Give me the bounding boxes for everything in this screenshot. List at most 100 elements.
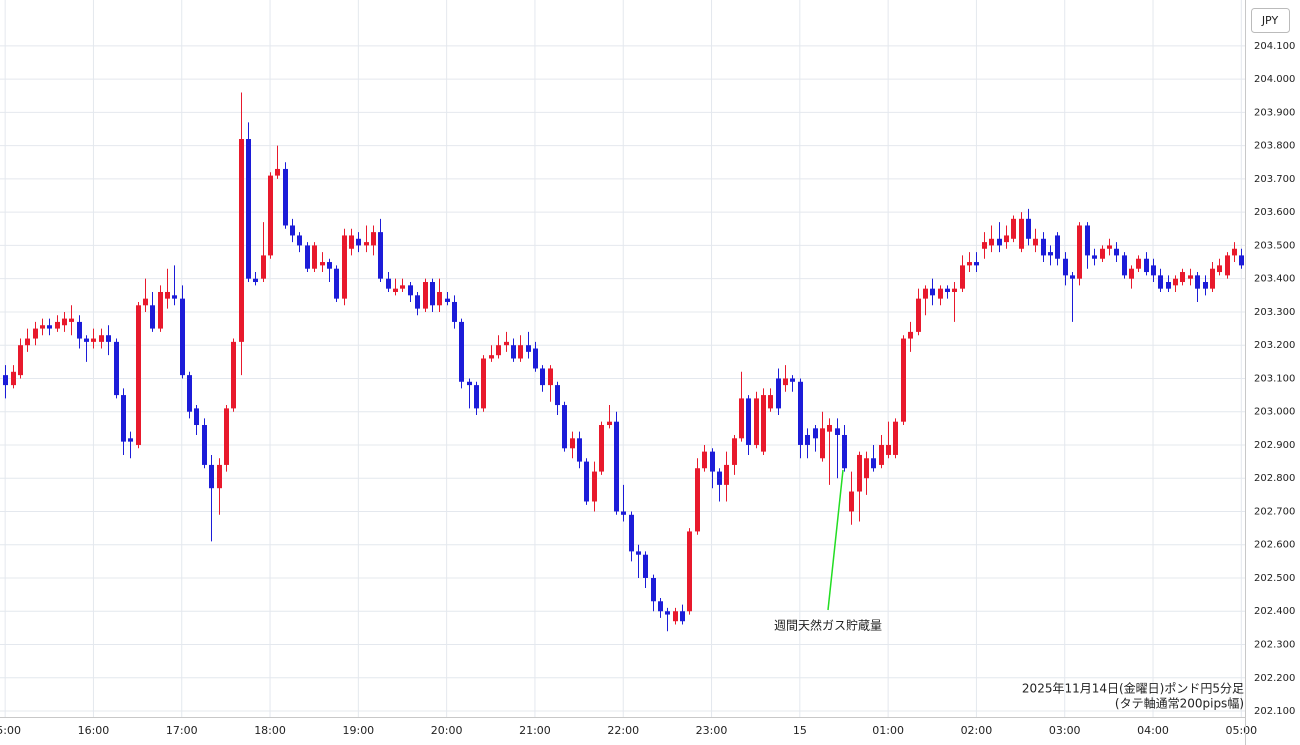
x-tick-label: 21:00	[519, 724, 551, 737]
candle-body	[732, 438, 737, 465]
candle-body	[1239, 255, 1244, 266]
candle-body	[967, 262, 972, 266]
x-tick-label: 23:00	[696, 724, 728, 737]
candle-body	[474, 385, 479, 409]
candle-body	[930, 288, 935, 296]
candle-body	[607, 421, 612, 426]
candle-body	[577, 438, 582, 462]
candle-body	[798, 381, 803, 445]
x-tick-label: 15	[793, 724, 807, 737]
candle-body	[150, 305, 155, 329]
candle-body	[768, 395, 773, 409]
candle-body	[55, 321, 60, 329]
x-tick-label: 03:00	[1049, 724, 1081, 737]
candle-body	[47, 325, 52, 329]
candle-body	[761, 395, 766, 452]
candle-body	[754, 398, 759, 445]
candle-body	[1114, 248, 1119, 256]
candle-body	[945, 288, 950, 292]
candle-body	[783, 378, 788, 386]
candle-body	[1048, 252, 1053, 256]
candle-body	[445, 298, 450, 302]
currency-label: JPY	[1261, 14, 1279, 27]
candle-body	[974, 262, 979, 266]
candle-body	[997, 238, 1002, 246]
candle-body	[687, 531, 692, 612]
x-tick-label: 18:00	[254, 724, 286, 737]
candle-body	[77, 321, 82, 339]
candle-body	[849, 491, 854, 512]
y-tick-label: 203.000	[1254, 407, 1295, 418]
candle-body	[481, 358, 486, 409]
candle-body	[11, 371, 16, 386]
candle-body	[297, 235, 302, 246]
x-tick-label: 20:00	[431, 724, 463, 737]
y-tick-label: 204.100	[1254, 41, 1295, 52]
annotation-line	[827, 469, 844, 611]
y-tick-label: 202.800	[1254, 473, 1295, 484]
candle-body	[562, 405, 567, 449]
y-tick-label: 203.400	[1254, 274, 1295, 285]
y-tick-label: 202.200	[1254, 673, 1295, 684]
candles	[3, 92, 1244, 632]
y-tick-label: 203.600	[1254, 207, 1295, 218]
candle-body	[180, 298, 185, 376]
candle-body	[592, 471, 597, 502]
candle-body	[1210, 268, 1215, 289]
candle-body	[886, 444, 891, 455]
candle-body	[901, 338, 906, 422]
y-tick-label: 203.300	[1254, 307, 1295, 318]
candle-body	[989, 238, 994, 246]
candle-body	[128, 438, 133, 442]
candle-body	[69, 318, 74, 322]
candle-body	[430, 282, 435, 306]
y-tick-label: 202.300	[1254, 640, 1295, 651]
candle-body	[518, 345, 523, 359]
candle-body	[665, 611, 670, 615]
candle-body	[1055, 235, 1060, 259]
candle-body	[25, 338, 30, 346]
candle-body	[636, 551, 641, 555]
candle-body	[651, 577, 656, 602]
candle-body	[952, 288, 957, 292]
candle-body	[1129, 268, 1134, 279]
candle-body	[40, 325, 45, 329]
annotation: 週間天然ガス貯蔵量	[774, 618, 882, 633]
candle-body	[827, 425, 832, 432]
candle-body	[1173, 278, 1178, 286]
candle-body	[253, 278, 258, 283]
y-tick-label: 203.800	[1254, 141, 1295, 152]
x-tick-label: 04:00	[1137, 724, 1169, 737]
candle-body	[99, 335, 104, 342]
candle-body	[1033, 238, 1038, 246]
candle-body	[835, 428, 840, 435]
candle-body	[908, 331, 913, 339]
candle-body	[261, 255, 266, 279]
candle-body	[1232, 248, 1237, 256]
x-tick-label: 16:00	[78, 724, 110, 737]
candle-body	[187, 375, 192, 412]
candle-body	[1026, 218, 1031, 239]
candle-body	[400, 285, 405, 289]
x-tick-label: 19:00	[342, 724, 374, 737]
candle-body	[555, 385, 560, 406]
candle-body	[1063, 258, 1068, 276]
y-tick-label: 203.200	[1254, 340, 1295, 351]
candle-body	[268, 175, 273, 256]
candle-body	[224, 408, 229, 465]
candle-body	[776, 378, 781, 409]
candle-body	[504, 341, 509, 346]
candle-body	[364, 242, 369, 246]
candle-body	[658, 601, 663, 612]
candle-body	[378, 232, 383, 279]
candle-body	[1151, 265, 1156, 276]
candle-body	[209, 464, 214, 489]
candle-body	[231, 341, 236, 409]
x-tick-label: 02:00	[961, 724, 993, 737]
candle-body	[342, 235, 347, 299]
candle-body	[673, 611, 678, 622]
candle-body	[746, 398, 751, 445]
candle-body	[158, 291, 163, 329]
candle-body	[194, 408, 199, 426]
candle-body	[1166, 282, 1171, 289]
